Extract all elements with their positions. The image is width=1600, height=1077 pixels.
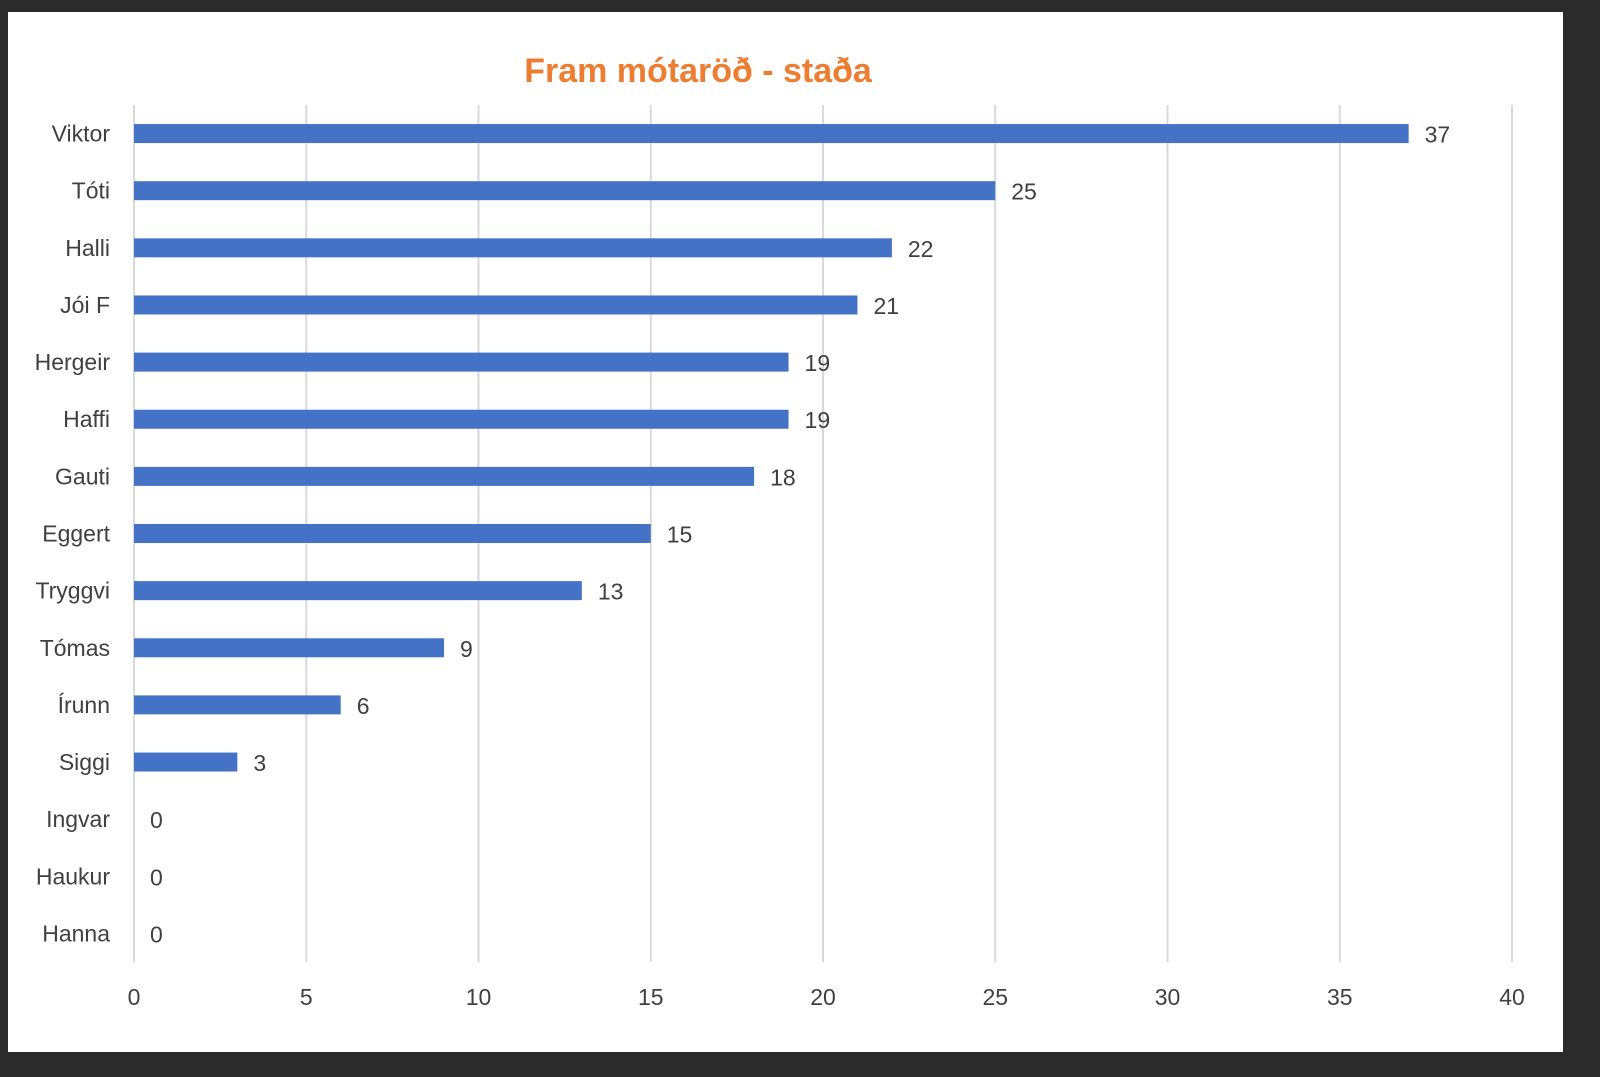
- bar: [134, 524, 651, 543]
- data-label: 15: [667, 522, 693, 548]
- category-label: Siggi: [59, 749, 110, 775]
- category-label: Hanna: [42, 920, 110, 946]
- data-label: 13: [598, 579, 624, 605]
- data-label: 21: [873, 293, 899, 319]
- category-label: Viktor: [52, 121, 111, 147]
- data-label: 3: [253, 750, 266, 776]
- bars: [134, 124, 1409, 772]
- x-tick-label: 10: [466, 984, 492, 1010]
- x-tick-label: 0: [128, 984, 141, 1010]
- category-label: Tryggvi: [35, 578, 110, 604]
- bar: [134, 352, 789, 372]
- x-tick-label: 30: [1155, 984, 1181, 1010]
- x-tick-label: 25: [982, 984, 1008, 1010]
- bar: [134, 295, 858, 315]
- category-labels: Viktor Tóti Halli Jói F Hergeir Haffi Gauti Egg…: [35, 121, 111, 947]
- bar: [134, 238, 892, 258]
- x-tick-labels: 0 5 10 15 20 25 30 35 40: [128, 984, 1525, 1010]
- x-tick-label: 15: [638, 984, 664, 1010]
- data-label: 9: [460, 636, 473, 662]
- data-label: 22: [908, 236, 934, 262]
- data-labels: 37 25 22 21 19 19 18 15 13 9 6 3 0 0 0: [150, 122, 1450, 948]
- data-label: 19: [805, 350, 831, 376]
- data-label: 25: [1011, 179, 1037, 205]
- category-label: Gauti: [55, 463, 110, 489]
- x-tick-label: 5: [300, 984, 313, 1010]
- data-label: 0: [150, 864, 163, 890]
- data-label: 19: [805, 407, 831, 433]
- category-label: Eggert: [42, 521, 110, 547]
- chart-title: Fram mótaröð - staða: [524, 52, 873, 90]
- bar: [134, 466, 755, 486]
- category-label: Jói F: [60, 292, 110, 318]
- data-label: 0: [150, 807, 163, 833]
- category-label: Hergeir: [35, 349, 111, 375]
- bar: [134, 695, 341, 715]
- x-tick-label: 35: [1327, 984, 1353, 1010]
- x-tick-label: 20: [810, 984, 836, 1010]
- bar: [134, 581, 582, 601]
- data-label: 37: [1425, 122, 1451, 148]
- data-label: 6: [357, 693, 370, 719]
- x-tick-label: 40: [1499, 984, 1525, 1010]
- chart-frame: Fram mótaröð - staða Viktor Tóti Halli Jói …: [8, 12, 1563, 1052]
- data-label: 0: [150, 921, 163, 947]
- bar: [134, 409, 789, 429]
- category-label: Tóti: [72, 178, 110, 204]
- category-label: Tómas: [40, 635, 110, 661]
- bar: [134, 181, 996, 201]
- data-label: 18: [770, 464, 796, 490]
- category-label: Haffi: [63, 406, 110, 432]
- category-label: Írunn: [58, 692, 110, 718]
- bar-chart: Fram mótaröð - staða Viktor Tóti Halli Jói …: [35, 52, 1525, 1010]
- category-label: Halli: [65, 235, 110, 261]
- bar: [134, 752, 238, 772]
- category-label: Haukur: [36, 863, 110, 889]
- bar: [134, 124, 1409, 144]
- bar: [134, 638, 445, 658]
- category-label: Ingvar: [46, 806, 110, 832]
